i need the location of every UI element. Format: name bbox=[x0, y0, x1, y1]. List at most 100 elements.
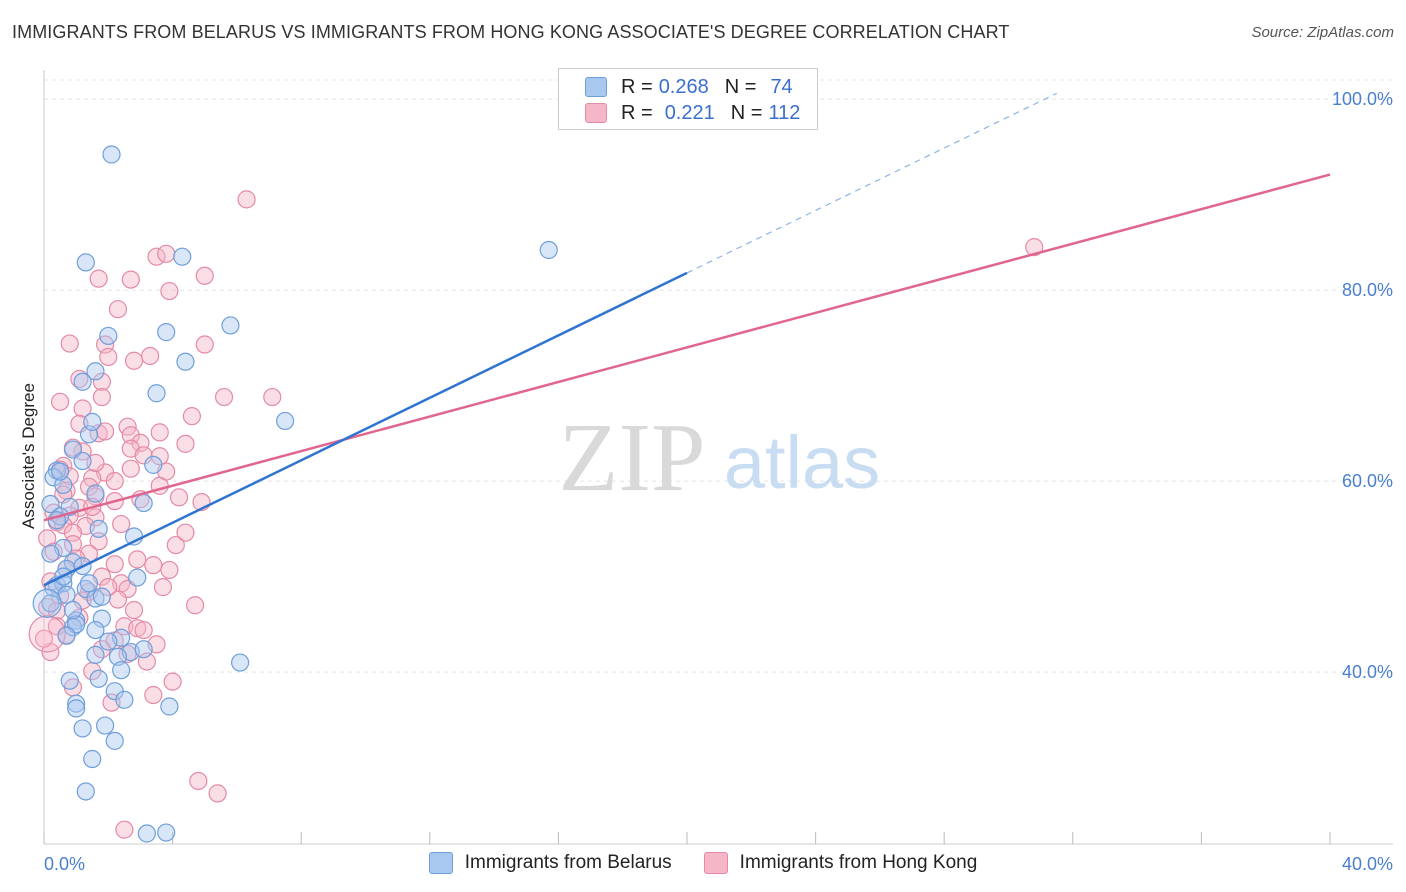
stats-legend: R = 0.268 N = 74 R = 0.221 N = 112 bbox=[558, 68, 818, 130]
belarus-point bbox=[144, 455, 163, 474]
hong-kong-point bbox=[195, 266, 214, 285]
hong-kong-point bbox=[1025, 238, 1044, 257]
belarus-point bbox=[76, 579, 95, 599]
belarus-point bbox=[221, 316, 240, 335]
belarus-point-cluster bbox=[32, 588, 62, 618]
belarus-point bbox=[89, 669, 108, 688]
legend-r-value: 0.268 bbox=[658, 75, 709, 98]
gridlines bbox=[44, 79, 1393, 673]
hong-kong-point bbox=[160, 281, 179, 301]
hong-kong-point bbox=[144, 556, 163, 575]
belarus-point bbox=[73, 372, 92, 391]
belarus-point bbox=[76, 253, 95, 272]
belarus-point bbox=[60, 671, 79, 690]
hong-kong-point bbox=[92, 372, 111, 391]
belarus-point bbox=[89, 519, 108, 538]
watermark: ZIP atlas bbox=[559, 404, 881, 512]
belarus-point bbox=[176, 352, 195, 371]
legend-swatch-hong-kong bbox=[585, 103, 607, 123]
hong-kong-point bbox=[63, 535, 83, 554]
watermark-zip: ZIP bbox=[559, 404, 706, 512]
hong-kong-points bbox=[28, 190, 1044, 839]
belarus-point bbox=[147, 384, 166, 403]
belarus-point bbox=[134, 493, 153, 513]
hong-kong-point bbox=[44, 542, 63, 561]
series-label-hong-kong: Immigrants from Hong Kong bbox=[739, 852, 978, 873]
hong-kong-point bbox=[144, 685, 163, 705]
hong-kong-point bbox=[121, 426, 140, 445]
belarus-point bbox=[160, 697, 179, 716]
hong-kong-point bbox=[89, 269, 108, 288]
series-legend-belarus[interactable]: Immigrants from Belarus bbox=[428, 852, 672, 874]
x-tick-label-max: 40.0% bbox=[1342, 854, 1393, 874]
hong-kong-point bbox=[34, 629, 54, 648]
legend-swatch-belarus bbox=[585, 77, 607, 97]
hong-kong-point bbox=[112, 514, 131, 534]
hong-kong-point bbox=[153, 578, 173, 597]
hong-kong-point bbox=[121, 459, 140, 478]
y-axis-title: Associate's Degree bbox=[19, 383, 38, 529]
hong-kong-point bbox=[70, 369, 89, 389]
hong-kong-point bbox=[157, 244, 176, 263]
belarus-point bbox=[86, 645, 105, 665]
y-tick-labels: 40.0% 60.0% 80.0% 100.0% bbox=[1332, 89, 1393, 682]
y-tick-label: 100.0% bbox=[1332, 89, 1393, 109]
hong-kong-trend-line bbox=[43, 173, 1331, 522]
hong-kong-point bbox=[263, 387, 282, 407]
hong-kong-point bbox=[128, 619, 147, 638]
belarus-point bbox=[67, 699, 86, 718]
legend-r-value: 0.221 bbox=[664, 101, 715, 124]
hong-kong-point bbox=[108, 300, 128, 319]
hong-kong-point bbox=[150, 423, 169, 442]
hong-kong-point bbox=[105, 472, 124, 491]
hong-kong-point bbox=[237, 190, 256, 209]
hong-kong-point bbox=[92, 387, 111, 407]
belarus-point bbox=[92, 609, 111, 628]
hong-kong-point bbox=[176, 434, 195, 453]
belarus-point bbox=[86, 620, 105, 640]
hong-kong-point bbox=[99, 347, 118, 367]
hong-kong-point bbox=[208, 784, 227, 803]
belarus-point bbox=[83, 412, 102, 431]
belarus-point bbox=[67, 694, 86, 713]
hong-kong-point bbox=[121, 270, 140, 289]
chart-title: IMMIGRANTS FROM BELARUS VS IMMIGRANTS FR… bbox=[12, 22, 1010, 42]
legend-row-belarus: R = 0.268 N = 74 bbox=[585, 74, 799, 100]
belarus-point bbox=[137, 824, 156, 843]
source-label: Source: ZipAtlas.com bbox=[1251, 24, 1394, 41]
belarus-point bbox=[86, 589, 105, 608]
hong-kong-point bbox=[166, 535, 185, 555]
belarus-point bbox=[83, 749, 102, 769]
legend-n-value: 74 bbox=[770, 75, 793, 98]
hong-kong-point bbox=[89, 532, 108, 551]
belarus-point bbox=[79, 574, 99, 593]
hong-kong-point bbox=[124, 600, 144, 620]
legend-r-label: R = bbox=[621, 75, 653, 98]
belarus-point bbox=[173, 247, 192, 266]
belarus-point bbox=[539, 240, 558, 260]
hong-kong-point bbox=[60, 334, 79, 353]
y-tick-label: 80.0% bbox=[1342, 280, 1393, 300]
belarus-point bbox=[112, 661, 131, 680]
hong-kong-point bbox=[105, 555, 124, 574]
series-legend-hong-kong[interactable]: Immigrants from Hong Kong bbox=[703, 852, 978, 874]
series-swatch-hong-kong bbox=[703, 852, 728, 874]
belarus-point bbox=[115, 690, 134, 709]
hong-kong-point bbox=[73, 399, 92, 418]
belarus-point bbox=[157, 323, 176, 342]
hong-kong-point bbox=[169, 488, 189, 507]
belarus-point bbox=[95, 716, 115, 735]
belarus-point bbox=[41, 594, 60, 613]
belarus-point bbox=[73, 719, 92, 738]
hong-kong-point bbox=[89, 424, 108, 443]
hong-kong-point bbox=[134, 446, 153, 465]
belarus-point bbox=[63, 600, 83, 620]
hong-kong-point bbox=[79, 477, 99, 496]
belarus-point bbox=[41, 494, 60, 514]
legend-n-value: 112 bbox=[768, 101, 801, 124]
belarus-trend-line bbox=[43, 271, 688, 587]
hong-kong-point bbox=[124, 351, 144, 370]
belarus-point bbox=[92, 587, 111, 606]
belarus-point bbox=[57, 626, 76, 645]
hong-kong-point bbox=[50, 392, 70, 411]
